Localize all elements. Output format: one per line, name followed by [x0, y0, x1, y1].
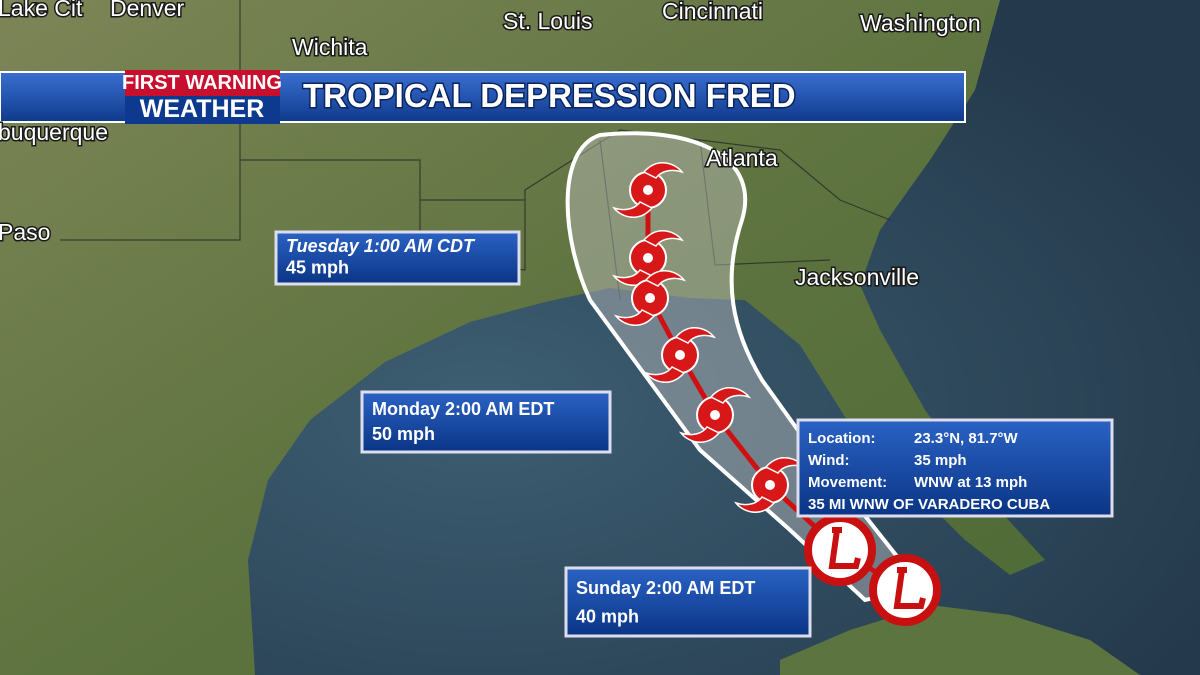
land — [0, 0, 1045, 675]
storm-symbol — [678, 387, 752, 443]
city-label: Wichita — [292, 34, 368, 60]
low-letter — [828, 527, 861, 569]
city-label: Washington — [860, 10, 981, 36]
storm-eye — [675, 350, 685, 360]
forecast-box — [360, 390, 612, 454]
city-label: Denver — [110, 0, 184, 21]
storm-eye — [710, 410, 720, 420]
info-label: Movement: — [808, 474, 887, 491]
storm-symbol — [611, 162, 685, 218]
badge-text: FIRST WARNING — [122, 72, 282, 94]
city-label: Cincinnati — [662, 0, 763, 24]
labels: Lake Cit Denver Wichita St. Louis Cincinnati… — [0, 0, 1114, 638]
storm-arm — [644, 270, 687, 287]
forecast-time: Monday 2:00 AM EDT — [372, 399, 554, 419]
storm-arm — [642, 162, 685, 179]
storm-arm — [674, 327, 717, 344]
city-label: St. Louis — [503, 8, 593, 34]
info-note: 35 MI WNW OF VARADERO CUBA — [808, 496, 1050, 513]
low-symbol — [804, 514, 876, 586]
badge-top — [125, 70, 280, 96]
city-label: buquerque — [0, 119, 108, 145]
forecast-time: Tuesday 1:00 AM CDT — [286, 236, 476, 256]
city-label: Atlanta — [706, 145, 778, 171]
storm-track — [611, 162, 941, 626]
info-value: 35 mph — [914, 452, 967, 469]
storm-arm — [611, 201, 654, 218]
forecast-box — [274, 230, 521, 286]
info-label: Wind: — [808, 452, 850, 469]
storm-arm — [709, 387, 752, 404]
info-label: Location: — [808, 430, 876, 447]
storm-arm — [642, 230, 685, 247]
title: TROPICAL DEPRESSION FRED — [303, 77, 796, 114]
forecast-box — [564, 566, 812, 638]
badge-text: WEATHER — [140, 95, 265, 123]
storm-arm — [613, 309, 656, 326]
storm-eye — [643, 253, 653, 263]
forecast-wind: 40 mph — [576, 606, 639, 626]
storm-symbol — [613, 270, 687, 326]
storm-eye — [645, 293, 655, 303]
forecast-wind: 50 mph — [372, 424, 435, 444]
storm-symbol — [643, 327, 717, 383]
borders — [0, 0, 891, 301]
badge-bottom — [125, 96, 280, 124]
low-letter — [893, 567, 926, 609]
storm-arm — [733, 496, 776, 513]
storm-symbol — [733, 457, 807, 513]
city-label: Lake Cit — [0, 0, 83, 21]
low-symbol — [869, 554, 941, 626]
storm-arm — [643, 366, 686, 383]
city-label: Paso — [0, 219, 50, 245]
city-label: Jacksonville — [795, 264, 919, 290]
storm-eye — [643, 185, 653, 195]
forecast-wind: 45 mph — [286, 258, 349, 278]
info-value: 23.3°N, 81.7°W — [914, 430, 1019, 447]
info-box — [796, 418, 1114, 518]
cuba — [780, 605, 1140, 675]
storm-arm — [678, 426, 721, 443]
info-value: WNW at 13 mph — [914, 474, 1027, 491]
forecast-time: Sunday 2:00 AM EDT — [576, 578, 755, 598]
storm-eye — [765, 480, 775, 490]
